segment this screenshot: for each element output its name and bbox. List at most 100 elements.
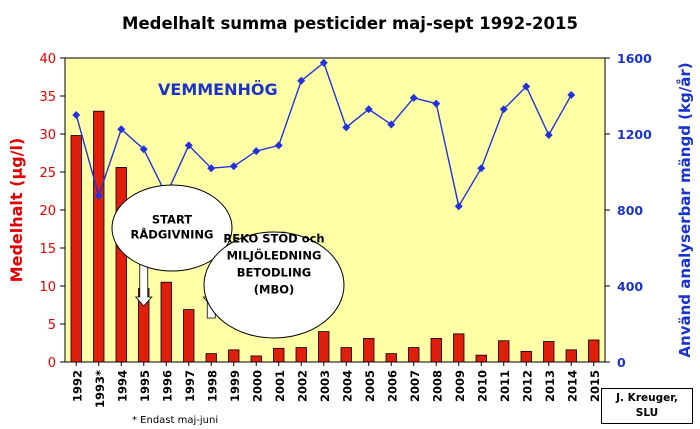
bar bbox=[543, 341, 555, 363]
x-tick-label: 1992 bbox=[70, 370, 84, 402]
bar bbox=[228, 349, 240, 363]
line-point bbox=[207, 164, 216, 173]
x-tick-label: 1998 bbox=[205, 370, 219, 402]
x-tick-label: 1996 bbox=[160, 370, 174, 402]
x-tick-label: 2002 bbox=[295, 370, 309, 402]
line-point bbox=[342, 123, 351, 132]
bar bbox=[250, 355, 262, 363]
line-point bbox=[387, 120, 396, 129]
bar bbox=[430, 338, 442, 363]
line-point bbox=[567, 91, 576, 100]
right-axis: 0 400 800 1200 1600 bbox=[604, 51, 652, 370]
x-tick-label: 2003 bbox=[318, 370, 332, 402]
line-point bbox=[432, 99, 441, 108]
bar bbox=[385, 353, 397, 363]
annotation-bubble bbox=[111, 184, 233, 272]
bar bbox=[183, 309, 195, 363]
bar bbox=[70, 135, 82, 363]
x-tick-label: 2007 bbox=[408, 370, 422, 402]
bar bbox=[340, 347, 352, 363]
line-series bbox=[72, 58, 576, 211]
x-tick-label: 1997 bbox=[183, 370, 197, 402]
left-tick-label: 25 bbox=[39, 166, 56, 181]
line-point bbox=[139, 145, 148, 154]
bar bbox=[498, 340, 510, 363]
location-label: VEMMENHÖG bbox=[158, 80, 278, 99]
x-tick-label: 1999 bbox=[228, 370, 242, 402]
annotation-text: MILJÖLEDNING bbox=[227, 248, 322, 263]
left-tick-label: 5 bbox=[48, 318, 56, 333]
line-point bbox=[229, 162, 238, 171]
line-point bbox=[297, 76, 306, 85]
x-tick-label: 2005 bbox=[363, 370, 377, 402]
x-tick-label: 1993* bbox=[93, 370, 107, 408]
bar bbox=[565, 349, 577, 363]
left-tick-label: 10 bbox=[39, 280, 56, 295]
x-tick-label: 2012 bbox=[520, 370, 534, 402]
x-tick-label: 2000 bbox=[250, 370, 264, 402]
x-axis: 1992 1993* 1994 1995 1996 1997 1998 1999 2000 200… bbox=[70, 362, 602, 408]
x-tick-label: 2008 bbox=[430, 370, 444, 402]
line-point bbox=[522, 82, 531, 91]
right-tick-label: 400 bbox=[617, 279, 643, 294]
right-tick-label: 800 bbox=[617, 203, 643, 218]
line-point bbox=[94, 191, 103, 200]
left-axis-label: Medelhalt (µg/l) bbox=[7, 138, 26, 283]
right-tick-label: 0 bbox=[617, 355, 626, 370]
line-point bbox=[117, 125, 126, 134]
annotation-text: START bbox=[152, 213, 192, 227]
x-tick-label: 1994 bbox=[115, 370, 129, 402]
line-point bbox=[477, 164, 486, 173]
x-tick-label: 2009 bbox=[453, 370, 467, 402]
annotation-text: REKO STÖD och bbox=[223, 231, 324, 246]
line-point bbox=[319, 58, 328, 67]
bar bbox=[475, 354, 487, 363]
bar bbox=[273, 347, 285, 363]
bar bbox=[115, 167, 127, 363]
left-tick-label: 30 bbox=[39, 128, 56, 143]
left-tick-label: 15 bbox=[39, 242, 56, 257]
credit-line-2: SLU bbox=[635, 407, 659, 419]
line-point bbox=[252, 147, 261, 156]
left-axis: 0 5 10 15 20 25 30 35 40 bbox=[39, 52, 66, 371]
right-tick-label: 1600 bbox=[617, 51, 652, 66]
right-tick-label: 1200 bbox=[617, 127, 652, 142]
annotation-bubble bbox=[203, 231, 345, 339]
annotation-text: (MBO) bbox=[254, 283, 295, 297]
bar bbox=[160, 281, 172, 363]
line-point bbox=[409, 93, 418, 102]
bar bbox=[520, 350, 532, 363]
x-tick-label: 1995 bbox=[138, 370, 152, 402]
bar bbox=[93, 110, 105, 363]
x-tick-label: 2004 bbox=[340, 370, 354, 402]
bar bbox=[318, 331, 330, 363]
x-tick-label: 2014 bbox=[565, 370, 579, 402]
line-point bbox=[184, 141, 193, 150]
left-tick-label: 20 bbox=[39, 204, 56, 219]
x-tick-label: 2001 bbox=[273, 370, 287, 402]
x-tick-label: 2011 bbox=[498, 370, 512, 402]
line-point bbox=[454, 202, 463, 211]
x-tick-label: 2015 bbox=[588, 370, 602, 402]
x-tick-label: 2006 bbox=[385, 370, 399, 402]
bar bbox=[363, 338, 375, 363]
left-tick-label: 0 bbox=[48, 356, 56, 371]
bar bbox=[205, 353, 217, 363]
right-axis-label: Använd analyserbar mängd (kg/år) bbox=[676, 62, 694, 357]
bar bbox=[408, 347, 420, 363]
line-point bbox=[72, 111, 81, 119]
credit-line-1: J. Kreuger, bbox=[616, 392, 678, 404]
line-point bbox=[499, 105, 508, 114]
x-tick-label: 2013 bbox=[543, 370, 557, 402]
footnote: * Endast maj-juni bbox=[132, 415, 218, 426]
credit-box: J. Kreuger, SLU bbox=[601, 388, 693, 424]
x-tick-label: 2010 bbox=[475, 370, 489, 402]
annotation-text: RÅDGIVNING bbox=[131, 227, 214, 242]
bar bbox=[453, 333, 465, 363]
line-point bbox=[274, 141, 283, 150]
left-tick-label: 40 bbox=[39, 52, 56, 67]
bar bbox=[588, 339, 600, 363]
line-point bbox=[364, 105, 373, 114]
